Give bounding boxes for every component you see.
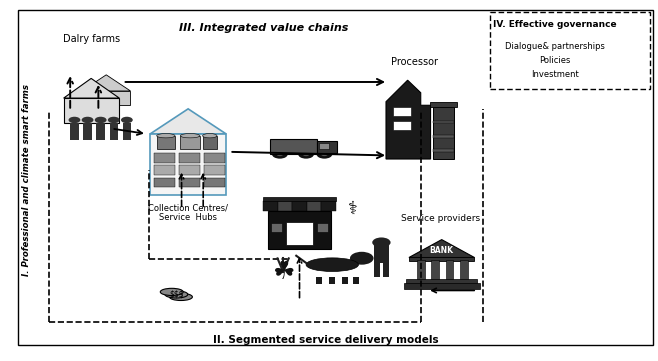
FancyBboxPatch shape	[316, 223, 328, 232]
FancyBboxPatch shape	[417, 260, 424, 280]
FancyBboxPatch shape	[154, 165, 175, 175]
FancyBboxPatch shape	[431, 260, 439, 280]
FancyBboxPatch shape	[316, 277, 322, 284]
FancyBboxPatch shape	[157, 136, 175, 149]
Text: II. Segmented service delivery models: II. Segmented service delivery models	[213, 335, 438, 345]
FancyBboxPatch shape	[154, 153, 175, 162]
FancyBboxPatch shape	[433, 149, 454, 152]
Text: Processor: Processor	[391, 57, 438, 67]
Polygon shape	[64, 78, 119, 98]
Ellipse shape	[161, 288, 183, 296]
Ellipse shape	[203, 134, 217, 138]
FancyBboxPatch shape	[374, 262, 380, 277]
FancyBboxPatch shape	[179, 178, 200, 187]
Circle shape	[121, 117, 133, 123]
FancyBboxPatch shape	[321, 201, 336, 211]
Text: Collection Centres/: Collection Centres/	[148, 204, 228, 213]
Ellipse shape	[157, 134, 175, 138]
Circle shape	[372, 238, 391, 248]
FancyBboxPatch shape	[393, 121, 411, 130]
FancyBboxPatch shape	[179, 165, 200, 175]
Circle shape	[82, 117, 93, 123]
Text: Policies: Policies	[540, 56, 570, 65]
Text: Investment: Investment	[531, 70, 579, 79]
FancyBboxPatch shape	[203, 136, 217, 149]
Circle shape	[95, 117, 107, 123]
FancyBboxPatch shape	[445, 260, 453, 280]
FancyBboxPatch shape	[342, 277, 348, 284]
FancyBboxPatch shape	[404, 283, 480, 289]
FancyBboxPatch shape	[263, 201, 278, 211]
FancyBboxPatch shape	[82, 91, 130, 105]
Circle shape	[272, 150, 288, 158]
FancyBboxPatch shape	[96, 123, 105, 140]
Circle shape	[350, 252, 374, 265]
FancyBboxPatch shape	[270, 139, 317, 155]
Text: Dialogue& partnerships: Dialogue& partnerships	[505, 42, 605, 51]
FancyBboxPatch shape	[329, 277, 335, 284]
Polygon shape	[409, 240, 474, 257]
FancyBboxPatch shape	[64, 98, 119, 123]
Circle shape	[108, 117, 120, 123]
FancyBboxPatch shape	[460, 260, 468, 280]
FancyBboxPatch shape	[374, 243, 390, 263]
FancyBboxPatch shape	[154, 178, 175, 187]
Circle shape	[321, 153, 328, 156]
FancyBboxPatch shape	[433, 107, 454, 159]
FancyBboxPatch shape	[109, 123, 118, 140]
FancyBboxPatch shape	[270, 223, 282, 232]
Text: I. Professional and climate smart farms: I. Professional and climate smart farms	[22, 84, 31, 277]
Circle shape	[303, 153, 309, 156]
Text: ☘: ☘	[272, 260, 294, 284]
FancyBboxPatch shape	[433, 121, 454, 123]
Text: ⚕: ⚕	[348, 200, 358, 218]
Circle shape	[298, 150, 314, 158]
FancyBboxPatch shape	[433, 135, 454, 138]
FancyBboxPatch shape	[18, 10, 653, 345]
FancyBboxPatch shape	[204, 153, 225, 162]
FancyBboxPatch shape	[407, 279, 477, 284]
FancyBboxPatch shape	[317, 141, 337, 153]
Ellipse shape	[170, 293, 192, 300]
Circle shape	[276, 153, 283, 156]
FancyBboxPatch shape	[292, 201, 307, 211]
Text: Service providers: Service providers	[401, 214, 480, 223]
Text: Service  Hubs: Service Hubs	[159, 213, 217, 222]
FancyBboxPatch shape	[383, 262, 390, 277]
FancyBboxPatch shape	[70, 123, 79, 140]
FancyBboxPatch shape	[409, 257, 474, 261]
Text: III. Integrated value chains: III. Integrated value chains	[179, 23, 348, 33]
Ellipse shape	[165, 291, 188, 298]
Text: BANK: BANK	[430, 246, 454, 255]
Text: $$$: $$$	[169, 290, 184, 299]
Polygon shape	[386, 80, 430, 159]
Polygon shape	[82, 75, 130, 91]
FancyBboxPatch shape	[122, 123, 131, 140]
Text: Dalry farms: Dalry farms	[63, 34, 120, 44]
FancyBboxPatch shape	[180, 136, 200, 149]
FancyBboxPatch shape	[84, 123, 92, 140]
Circle shape	[316, 150, 332, 158]
FancyBboxPatch shape	[318, 143, 329, 149]
FancyBboxPatch shape	[307, 201, 321, 211]
Text: IV. Effective governance: IV. Effective governance	[494, 20, 617, 29]
Polygon shape	[150, 109, 226, 134]
FancyBboxPatch shape	[268, 211, 331, 249]
Ellipse shape	[180, 134, 200, 138]
Ellipse shape	[306, 258, 359, 271]
FancyBboxPatch shape	[353, 277, 359, 284]
FancyBboxPatch shape	[204, 178, 225, 187]
FancyBboxPatch shape	[393, 107, 411, 116]
FancyBboxPatch shape	[263, 197, 336, 201]
FancyBboxPatch shape	[278, 201, 292, 211]
FancyBboxPatch shape	[150, 134, 226, 195]
FancyBboxPatch shape	[430, 102, 457, 107]
FancyBboxPatch shape	[204, 165, 225, 175]
Circle shape	[68, 117, 80, 123]
FancyBboxPatch shape	[286, 222, 313, 245]
FancyBboxPatch shape	[179, 153, 200, 162]
